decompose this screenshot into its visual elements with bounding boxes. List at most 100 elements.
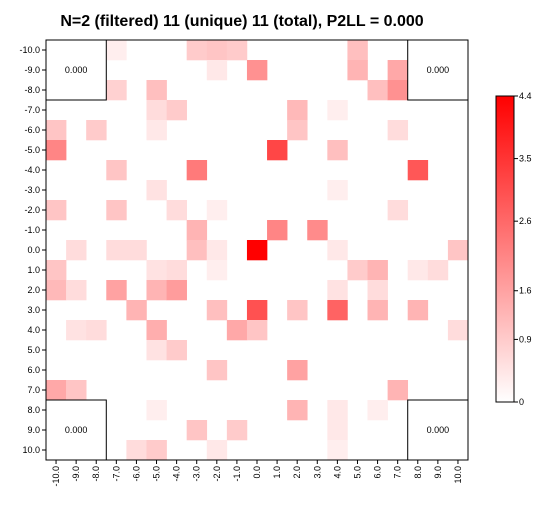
corner-box — [45, 399, 107, 461]
heatmap-cell — [246, 240, 268, 261]
chart-title: N=2 (filtered) 11 (unique) 11 (total), P… — [60, 13, 423, 30]
heatmap-cell — [287, 100, 308, 121]
heatmap-cell — [226, 420, 248, 441]
colorbar-tick-label: 4.4 — [519, 91, 532, 101]
heatmap-cell — [86, 120, 107, 141]
heatmap-cell — [327, 440, 348, 461]
x-tick-label: -2.0 — [212, 466, 222, 482]
heatmap-cell — [447, 240, 469, 261]
heatmap-cell — [206, 360, 228, 381]
heatmap-cell — [66, 280, 87, 301]
heatmap-cell — [206, 300, 228, 321]
y-tick-label: -6.0 — [24, 125, 40, 135]
heatmap-cell — [327, 420, 348, 441]
y-tick-label: 7.0 — [27, 385, 40, 395]
heatmap-cell — [327, 240, 348, 261]
y-tick-label: -7.0 — [24, 105, 40, 115]
heatmap-cell — [146, 180, 167, 201]
heatmap-cell — [46, 380, 67, 401]
x-tick-label: -3.0 — [192, 466, 202, 482]
heatmap-cell — [387, 80, 409, 101]
heatmap-cell — [347, 40, 368, 61]
y-tick-label: 1.0 — [27, 265, 40, 275]
heatmap-cell — [126, 240, 147, 261]
y-tick-label: 9.0 — [27, 425, 40, 435]
heatmap-cell — [327, 280, 348, 301]
heatmap-cell — [166, 260, 187, 281]
heatmap-cell — [106, 160, 127, 181]
corner-label: 0.000 — [427, 425, 450, 435]
heatmap-cell — [327, 400, 348, 421]
heatmap-cell — [146, 100, 167, 121]
heatmap-cell — [146, 280, 167, 301]
heatmap-cell — [327, 180, 348, 201]
heatmap-cell — [146, 80, 167, 101]
heatmap-cell — [66, 320, 87, 341]
x-tick-label: -1.0 — [232, 466, 242, 482]
heatmap-cell — [66, 240, 87, 261]
heatmap-cell — [267, 220, 288, 241]
x-axis: -10.0 -9.0 -8.0 -7.0 -6.0 -5.0 -4.0 -3.0 -2.0 -1.… — [51, 460, 463, 487]
heatmap-cell — [106, 80, 127, 101]
heatmap-cell — [166, 200, 187, 221]
x-tick-label: 2.0 — [292, 466, 302, 479]
heatmap-cell — [407, 300, 429, 321]
x-tick-label: 9.0 — [433, 466, 443, 479]
heatmap-cell — [206, 60, 228, 81]
y-tick-label: 3.0 — [27, 305, 40, 315]
x-tick-label: 8.0 — [413, 466, 423, 479]
heatmap-cell — [66, 380, 87, 401]
heatmap-cell — [287, 360, 308, 381]
y-tick-label: -10.0 — [19, 45, 40, 55]
heatmap-cell — [327, 100, 348, 121]
x-tick-label: 3.0 — [312, 466, 322, 479]
heatmap-cell — [206, 240, 228, 261]
heatmap-cell — [86, 320, 107, 341]
heatmap-cell — [327, 140, 348, 161]
corner-boxes: 0.000 0.000 0.000 0.000 — [45, 39, 469, 461]
y-tick-label: -3.0 — [24, 185, 40, 195]
heatmap-cell — [287, 400, 308, 421]
heatmap-cell — [246, 300, 268, 321]
heatmap-cell — [46, 120, 67, 141]
heatmap-cell — [246, 320, 268, 341]
heatmap-cell — [307, 220, 328, 241]
heatmap-cell — [347, 60, 368, 81]
x-tick-label: 6.0 — [373, 466, 383, 479]
heatmap-cell — [387, 380, 409, 401]
heatmap-cell — [146, 400, 167, 421]
corner-label: 0.000 — [65, 65, 88, 75]
heatmap-cell — [387, 120, 409, 141]
heatmap-cell — [46, 260, 67, 281]
y-tick-label: 2.0 — [27, 285, 40, 295]
x-tick-label: 1.0 — [272, 466, 282, 479]
y-tick-label: 0.0 — [27, 245, 40, 255]
heatmap-cell — [126, 440, 147, 461]
heatmap-cell — [327, 300, 348, 321]
y-tick-label: 4.0 — [27, 325, 40, 335]
x-tick-label: 5.0 — [352, 466, 362, 479]
heatmap-cell — [367, 260, 388, 281]
heatmap-cell — [186, 40, 208, 61]
heatmap-cell — [106, 280, 127, 301]
y-tick-label: 6.0 — [27, 365, 40, 375]
heatmap-cell — [226, 320, 248, 341]
heatmap-cell — [206, 440, 228, 461]
colorbar-tick-label: 0.9 — [519, 334, 532, 344]
heatmap-cell — [407, 160, 429, 181]
heatmap-cell — [186, 160, 208, 181]
colorbar-tick-label: 1.6 — [519, 286, 532, 296]
heatmap-cell — [387, 200, 409, 221]
heatmap-cell — [367, 80, 388, 101]
heatmap-cell — [106, 40, 127, 61]
heatmap-cell — [206, 40, 228, 61]
heatmap-cell — [226, 40, 248, 61]
corner-label: 0.000 — [427, 65, 450, 75]
heatmap-cell — [166, 340, 187, 361]
heatmap-cell — [367, 400, 388, 421]
x-tick-label: -8.0 — [91, 466, 101, 482]
heatmap-cell — [46, 280, 67, 301]
colorbar-tick-label: 3.5 — [519, 154, 532, 164]
colorbar-tick-label: 2.6 — [519, 216, 532, 226]
x-tick-label: -7.0 — [111, 466, 121, 482]
